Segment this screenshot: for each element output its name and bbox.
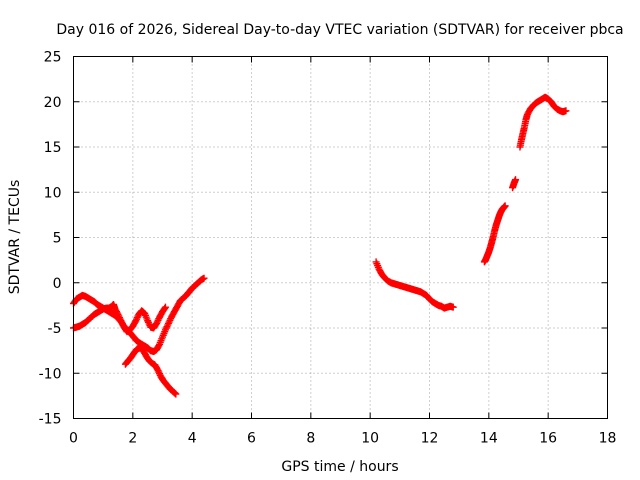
x-tick-label: 4 [188,431,197,447]
data-point [115,314,123,322]
tick-labels: 0 2 4 6 8 10 12 14 16 18 -15 -10 -5 0 5 10 15 20 25 [39,50,617,447]
y-tick-label: 20 [44,95,62,111]
y-tick-label: -5 [48,321,62,337]
x-tick-label: 12 [421,431,439,447]
data-point [154,316,162,324]
data-point [133,314,141,322]
data-point [132,317,140,325]
x-tick-label: 0 [69,431,78,447]
data-point [200,274,208,282]
x-tick-label: 14 [480,431,498,447]
chart-title: Day 016 of 2026, Sidereal Day-to-day VTE… [56,22,623,38]
data-point [155,342,163,350]
data-point [163,323,171,331]
data-point [162,324,170,332]
data-point [116,315,124,323]
data-point [164,321,172,329]
series-arc-4 [372,258,457,312]
y-tick-label: 15 [44,140,62,156]
data-point [117,317,125,325]
data-point [115,312,123,320]
data-point [161,326,169,334]
y-tick-label: -10 [39,366,62,382]
data-point [154,367,162,375]
data-point [153,319,161,327]
x-tick-label: 8 [306,431,315,447]
y-axis-label: SDTVAR / TECUs [7,180,23,295]
y-tick-label: 10 [44,185,62,201]
x-tick-label: 18 [599,431,617,447]
data-point [172,390,180,398]
data-point [161,303,169,311]
data-point [156,370,164,378]
plot-frame [73,56,608,419]
data-point [114,310,122,318]
x-axis-label: GPS time / hours [281,459,398,475]
data-point [164,319,172,327]
y-tick-label: -15 [39,412,62,428]
y-tick-label: 5 [53,231,62,247]
data-point [166,316,174,324]
data-point [161,304,169,312]
data-point [501,202,509,210]
data-point [144,318,152,326]
data-point [449,303,457,311]
data-point [133,315,141,323]
y-tick-label: 25 [44,50,62,66]
data-point [155,368,163,376]
y-tick-label: 0 [53,276,62,292]
data-point [562,107,570,115]
x-tick-label: 6 [247,431,256,447]
x-tick-label: 10 [361,431,379,447]
data-point [118,320,126,328]
data-point [144,317,152,325]
x-tick-label: 2 [128,431,137,447]
data-points [70,93,570,398]
data-point [512,176,520,184]
series-arc-2 [70,300,169,336]
series-arc-5 [480,93,570,266]
data-point [118,318,126,326]
data-point [153,318,161,326]
series-arc-3 [121,344,180,398]
x-tick-label: 16 [539,431,557,447]
data-point [165,318,173,326]
